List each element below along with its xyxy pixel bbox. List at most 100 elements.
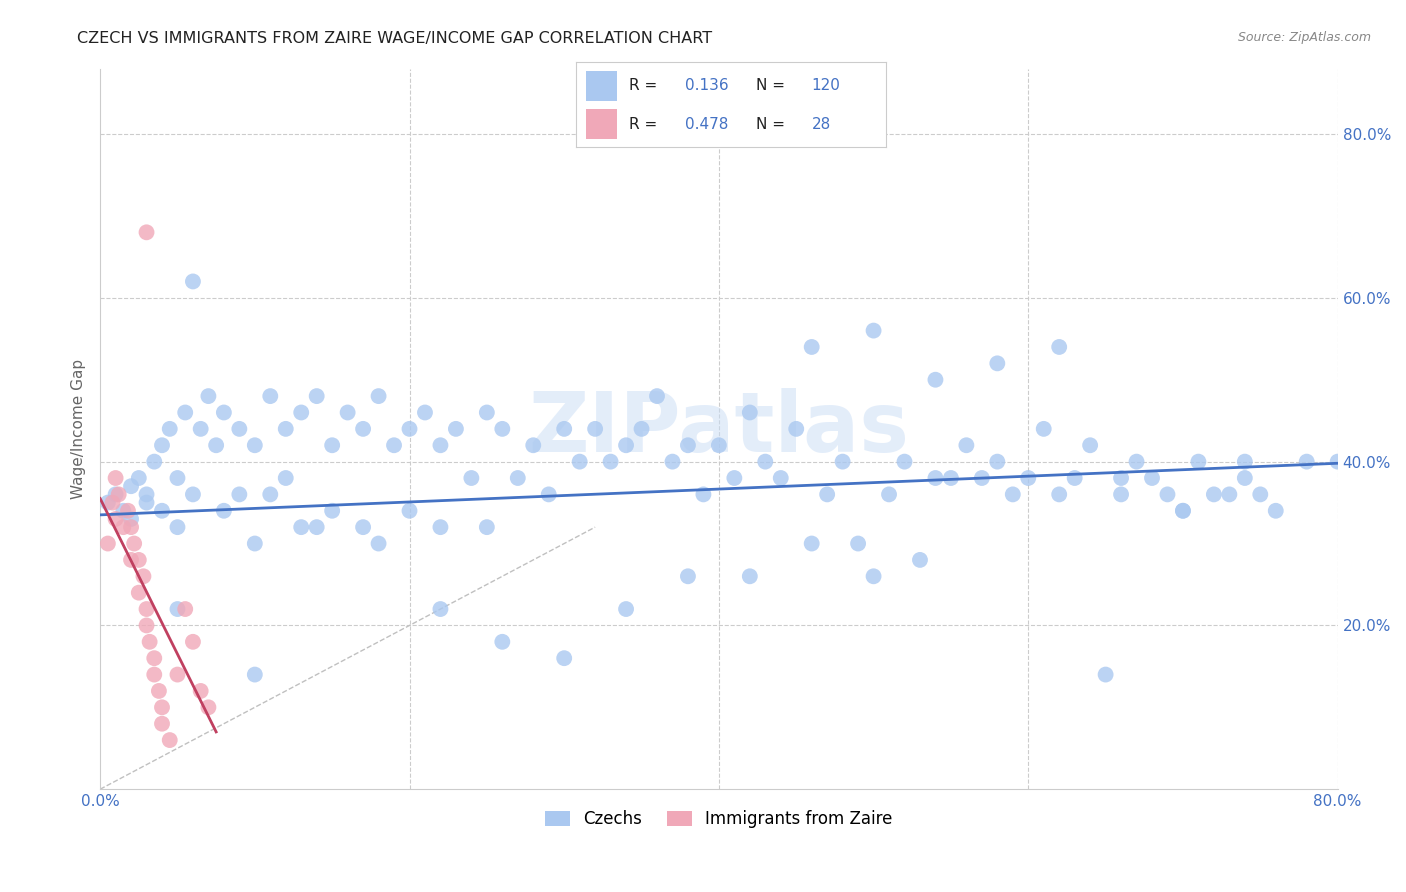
Point	[166, 471, 188, 485]
Point	[143, 651, 166, 665]
Point	[352, 520, 374, 534]
Point	[955, 438, 977, 452]
Point	[1125, 455, 1147, 469]
Point	[132, 569, 155, 583]
Point	[1295, 455, 1317, 469]
Point	[1156, 487, 1178, 501]
Point	[120, 520, 142, 534]
Point	[166, 602, 188, 616]
Point	[444, 422, 467, 436]
Point	[676, 569, 699, 583]
Point	[676, 438, 699, 452]
Point	[862, 569, 884, 583]
Point	[128, 471, 150, 485]
Point	[614, 602, 637, 616]
Point	[491, 635, 513, 649]
Point	[785, 422, 807, 436]
Point	[924, 471, 946, 485]
Point	[1032, 422, 1054, 436]
Point	[924, 373, 946, 387]
Point	[661, 455, 683, 469]
Point	[112, 504, 135, 518]
Point	[908, 553, 931, 567]
Point	[1078, 438, 1101, 452]
Point	[120, 553, 142, 567]
Point	[112, 520, 135, 534]
Point	[135, 495, 157, 509]
Point	[135, 487, 157, 501]
Point	[166, 667, 188, 681]
Point	[583, 422, 606, 436]
Point	[723, 471, 745, 485]
Point	[413, 405, 436, 419]
Point	[205, 438, 228, 452]
Point	[190, 422, 212, 436]
Point	[1109, 487, 1132, 501]
Point	[143, 455, 166, 469]
Point	[877, 487, 900, 501]
Point	[135, 225, 157, 239]
Point	[367, 536, 389, 550]
Point	[460, 471, 482, 485]
Point	[166, 520, 188, 534]
Point	[970, 471, 993, 485]
Point	[429, 520, 451, 534]
Point	[122, 536, 145, 550]
Point	[274, 422, 297, 436]
Point	[150, 504, 173, 518]
Point	[599, 455, 621, 469]
Point	[1264, 504, 1286, 518]
Point	[1140, 471, 1163, 485]
Point	[197, 700, 219, 714]
Point	[321, 438, 343, 452]
Text: 120: 120	[811, 78, 841, 93]
Point	[382, 438, 405, 452]
Point	[1063, 471, 1085, 485]
Point	[1233, 455, 1256, 469]
Text: R =: R =	[628, 117, 662, 132]
Point	[212, 405, 235, 419]
Point	[243, 438, 266, 452]
Point	[692, 487, 714, 501]
Point	[939, 471, 962, 485]
Point	[274, 471, 297, 485]
Point	[150, 700, 173, 714]
Point	[259, 389, 281, 403]
Point	[800, 536, 823, 550]
Point	[1001, 487, 1024, 501]
Point	[101, 495, 124, 509]
Point	[568, 455, 591, 469]
Point	[429, 602, 451, 616]
Point	[1047, 487, 1070, 501]
Point	[305, 389, 328, 403]
Point	[475, 405, 498, 419]
Point	[128, 585, 150, 599]
Point	[181, 275, 204, 289]
Point	[1094, 667, 1116, 681]
Point	[862, 324, 884, 338]
Point	[135, 618, 157, 632]
Text: R =: R =	[628, 78, 662, 93]
Point	[190, 684, 212, 698]
Point	[1017, 471, 1039, 485]
Point	[138, 635, 160, 649]
Point	[645, 389, 668, 403]
Point	[537, 487, 560, 501]
Point	[1047, 340, 1070, 354]
Point	[128, 553, 150, 567]
Point	[305, 520, 328, 534]
Point	[97, 536, 120, 550]
Point	[398, 504, 420, 518]
Point	[159, 422, 181, 436]
Point	[290, 520, 312, 534]
Point	[1218, 487, 1240, 501]
Point	[174, 602, 197, 616]
Point	[150, 438, 173, 452]
Point	[336, 405, 359, 419]
Point	[104, 487, 127, 501]
Point	[228, 487, 250, 501]
Text: N =: N =	[756, 117, 790, 132]
Point	[120, 479, 142, 493]
Point	[398, 422, 420, 436]
Point	[553, 651, 575, 665]
